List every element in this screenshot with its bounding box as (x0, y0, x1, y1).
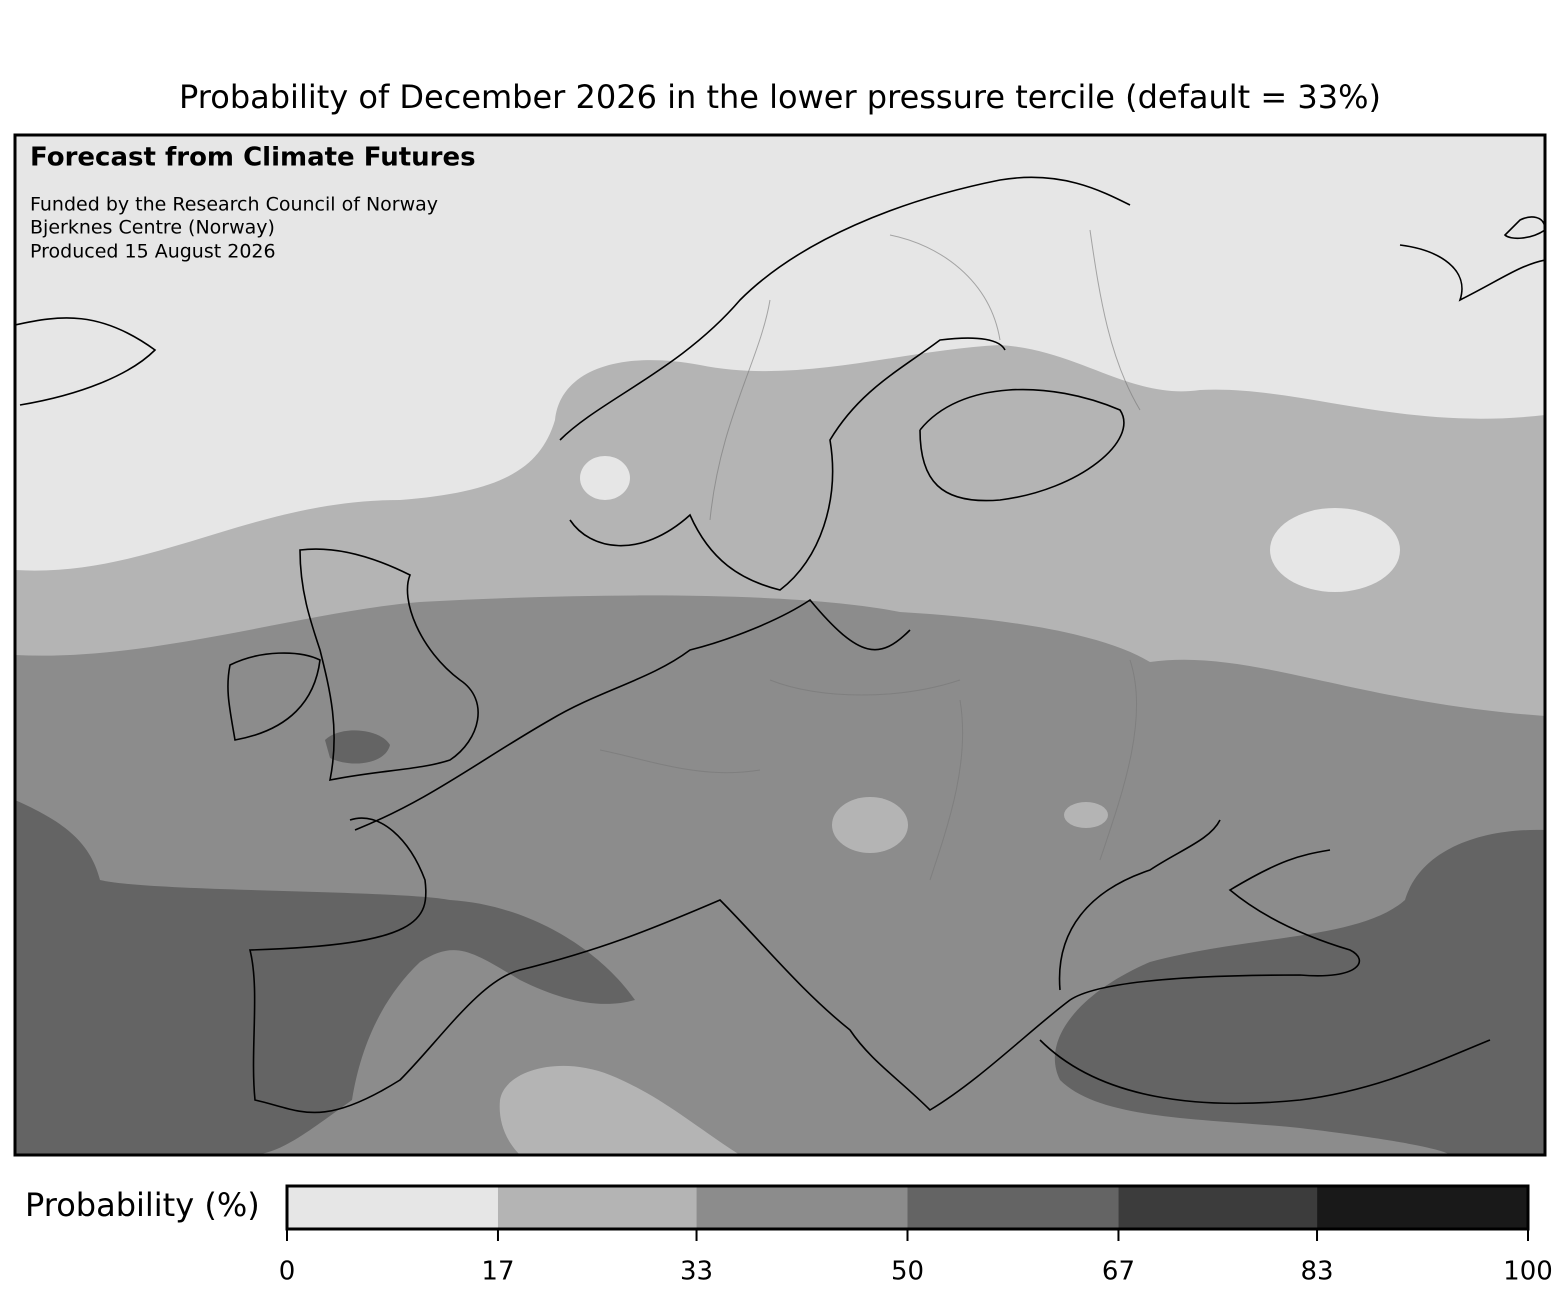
annotation: Bjerknes Centre (Norway) (30, 217, 275, 239)
colorbar-segment (287, 1186, 498, 1229)
colorbar-segment (1317, 1186, 1528, 1229)
tick-label: 0 (279, 1257, 296, 1287)
map-frame (13, 133, 1547, 1157)
annotation: Funded by the Research Council of Norway (30, 194, 438, 216)
tick-label: 100 (1503, 1257, 1553, 1287)
colorbar-segment (1118, 1186, 1318, 1229)
tick-label: 17 (481, 1257, 514, 1287)
coastline (15, 317, 157, 406)
tick-label: 67 (1102, 1257, 1135, 1287)
coastline (559, 176, 1131, 591)
contour-band (15, 800, 635, 1155)
contour-band (1054, 829, 1545, 1155)
tick-label: 33 (680, 1257, 713, 1287)
colorbar-segment (696, 1186, 908, 1229)
contour-band (499, 1065, 740, 1155)
contour-band (325, 730, 390, 764)
coastline (248, 598, 1361, 1114)
contour-band (580, 456, 630, 500)
colorbar-segment (497, 1186, 697, 1229)
contour-band (1064, 802, 1108, 828)
annotation-heading: Forecast from Climate Futures (30, 143, 476, 173)
map (15, 135, 1545, 1155)
colorbar: 0 17 33 50 67 83 100 (279, 1184, 1553, 1287)
colorbar-segment (907, 1186, 1119, 1229)
contour-band (1270, 508, 1400, 592)
annotation: Produced 15 August 2026 (30, 241, 276, 263)
country-border (599, 229, 1141, 881)
coastline (227, 548, 479, 782)
title: Probability of December 2026 in the lowe… (179, 78, 1381, 116)
tick-label: 50 (891, 1257, 924, 1287)
tick-label: 83 (1300, 1257, 1333, 1287)
colorbar-label: Probability (%) (25, 1186, 260, 1224)
contour-band (832, 797, 908, 853)
